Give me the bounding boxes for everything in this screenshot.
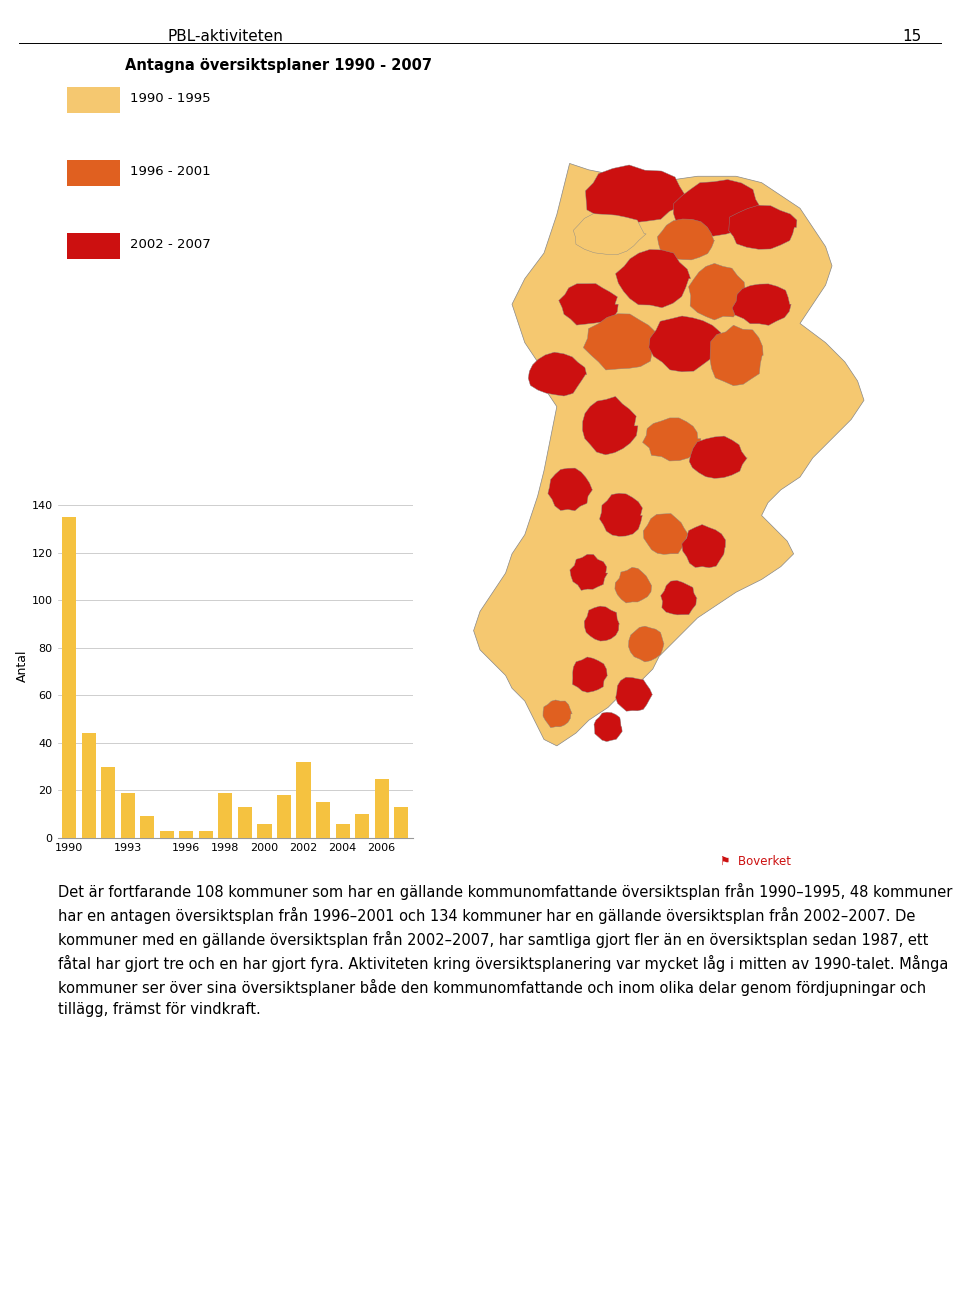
Bar — [335, 824, 349, 838]
Text: 1996 - 2001: 1996 - 2001 — [130, 165, 210, 178]
Polygon shape — [689, 436, 747, 478]
Polygon shape — [682, 525, 726, 568]
Polygon shape — [673, 179, 761, 236]
Polygon shape — [729, 205, 797, 249]
Polygon shape — [594, 712, 622, 742]
Polygon shape — [615, 677, 653, 711]
Polygon shape — [473, 164, 864, 746]
Polygon shape — [615, 568, 652, 603]
Polygon shape — [642, 418, 701, 461]
Polygon shape — [615, 249, 690, 308]
Polygon shape — [660, 581, 697, 614]
Bar — [277, 795, 291, 838]
Polygon shape — [732, 284, 791, 325]
Text: Antagna översiktsplaner 1990 - 2007: Antagna översiktsplaner 1990 - 2007 — [125, 58, 432, 74]
Bar — [297, 763, 310, 838]
Bar — [394, 807, 408, 838]
Bar — [102, 766, 115, 838]
Polygon shape — [583, 396, 638, 455]
Polygon shape — [658, 220, 714, 260]
Bar — [374, 778, 389, 838]
Polygon shape — [600, 494, 642, 536]
Polygon shape — [710, 325, 763, 386]
Bar — [238, 807, 252, 838]
Polygon shape — [570, 555, 608, 590]
Polygon shape — [585, 607, 619, 642]
Bar — [62, 517, 77, 838]
Polygon shape — [528, 352, 587, 396]
Polygon shape — [643, 513, 688, 555]
Bar — [219, 792, 232, 838]
Text: PBL-aktiviteten: PBL-aktiviteten — [168, 29, 283, 44]
Y-axis label: Antal: Antal — [15, 650, 29, 682]
Text: Det är fortfarande 108 kommuner som har en gällande kommunomfattande översiktspl: Det är fortfarande 108 kommuner som har … — [58, 883, 952, 1017]
Polygon shape — [649, 316, 722, 372]
Polygon shape — [548, 468, 592, 511]
Text: 1990 - 1995: 1990 - 1995 — [130, 92, 210, 105]
Bar — [355, 814, 369, 838]
Polygon shape — [573, 214, 646, 255]
Text: ⚑  Boverket: ⚑ Boverket — [720, 855, 791, 868]
Bar — [316, 803, 330, 838]
Polygon shape — [584, 314, 659, 370]
Text: 2002 - 2007: 2002 - 2007 — [130, 238, 210, 251]
Bar — [121, 792, 135, 838]
Polygon shape — [572, 657, 608, 692]
Bar — [180, 831, 193, 838]
Bar — [160, 831, 174, 838]
Polygon shape — [543, 700, 572, 727]
Polygon shape — [688, 264, 745, 320]
Text: 15: 15 — [902, 29, 922, 44]
Polygon shape — [629, 626, 664, 662]
Bar — [257, 824, 272, 838]
Polygon shape — [586, 165, 685, 223]
Bar — [199, 831, 213, 838]
Polygon shape — [559, 283, 618, 325]
Bar — [140, 817, 155, 838]
Bar — [82, 734, 96, 838]
